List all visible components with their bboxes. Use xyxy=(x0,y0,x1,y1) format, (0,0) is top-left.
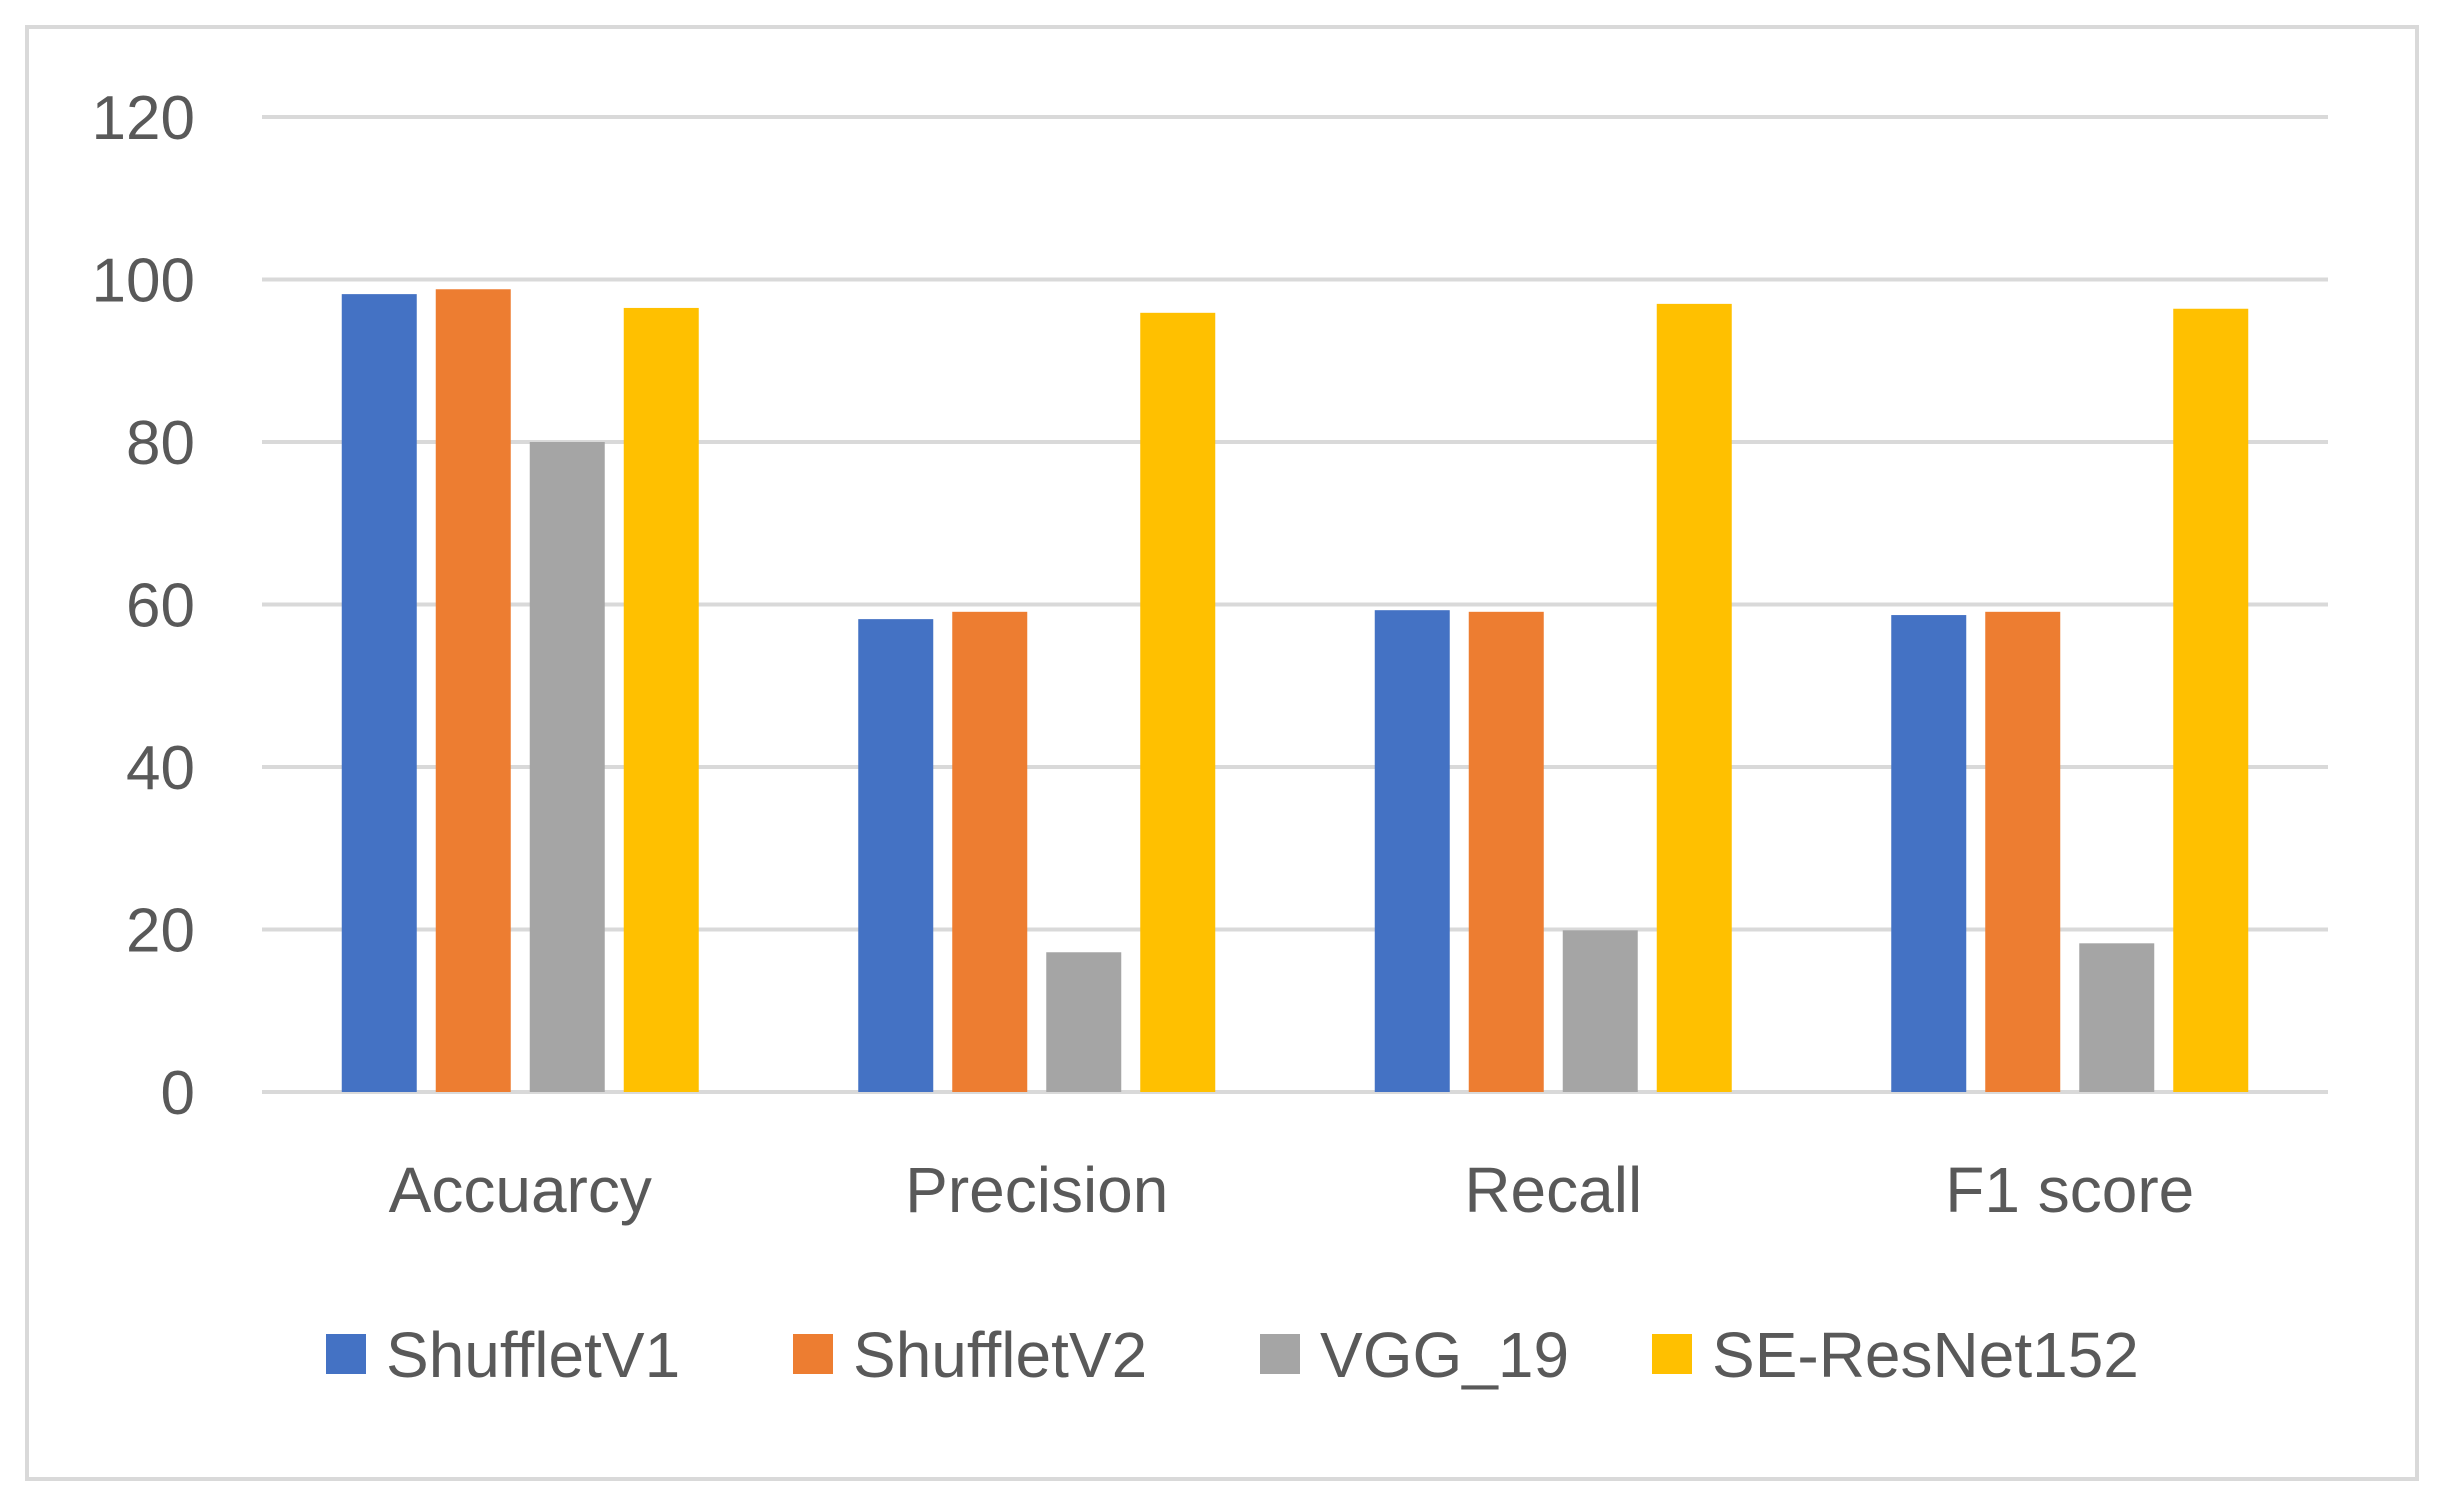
legend-swatch xyxy=(1652,1334,1692,1374)
legend-item-shuffletv2: ShuffletV2 xyxy=(793,1319,1147,1391)
bar-shuffletv2-accuarcy xyxy=(435,289,511,1092)
bar-shuffletv1-accuarcy xyxy=(341,294,417,1092)
x-category-label: Precision xyxy=(905,1154,1168,1226)
y-tick-label: 0 xyxy=(161,1059,195,1128)
legend-swatch xyxy=(326,1334,366,1374)
bar-shuffletv1-precision xyxy=(858,619,934,1092)
legend: ShuffletV1 ShuffletV2 VGG_19 SE-ResNet152 xyxy=(326,1319,2139,1391)
y-axis-tick-labels: 0 20 40 60 80 100 120 xyxy=(92,84,195,1128)
legend-label: ShuffletV1 xyxy=(386,1319,680,1391)
legend-label: ShuffletV2 xyxy=(853,1319,1147,1391)
x-category-label: Accuarcy xyxy=(389,1154,652,1226)
legend-item-vgg-19: VGG_19 xyxy=(1260,1319,1569,1391)
bar-se-resnet152-f1-score xyxy=(2173,308,2249,1092)
x-category-label: Recall xyxy=(1464,1154,1642,1226)
bar-se-resnet152-accuarcy xyxy=(623,307,699,1092)
bar-shuffletv2-recall xyxy=(1468,611,1544,1092)
y-tick-label: 120 xyxy=(92,84,195,153)
bar-vgg-19-f1-score xyxy=(2079,943,2155,1092)
gridlines xyxy=(262,115,2328,1094)
y-tick-label: 80 xyxy=(126,409,195,478)
bar-shuffletv2-f1-score xyxy=(1985,611,2061,1092)
bars xyxy=(341,289,2249,1092)
x-axis-category-labels: Accuarcy Precision Recall F1 score xyxy=(389,1154,2195,1226)
legend-item-se-resnet152: SE-ResNet152 xyxy=(1652,1319,2139,1391)
bar-shuffletv1-recall xyxy=(1374,610,1450,1092)
legend-item-shuffletv1: ShuffletV1 xyxy=(326,1319,680,1391)
legend-label: SE-ResNet152 xyxy=(1712,1319,2139,1391)
bar-shuffletv2-precision xyxy=(952,611,1028,1092)
bar-vgg-19-accuarcy xyxy=(529,442,605,1092)
bar-shuffletv1-f1-score xyxy=(1891,615,1967,1092)
y-tick-label: 20 xyxy=(126,897,195,966)
y-tick-label: 60 xyxy=(126,572,195,641)
legend-swatch xyxy=(793,1334,833,1374)
bar-se-resnet152-precision xyxy=(1140,312,1216,1092)
legend-swatch xyxy=(1260,1334,1300,1374)
bar-vgg-19-precision xyxy=(1046,952,1122,1092)
bar-vgg-19-recall xyxy=(1562,930,1638,1092)
y-tick-label: 40 xyxy=(126,734,195,803)
bar-se-resnet152-recall xyxy=(1656,303,1732,1092)
legend-label: VGG_19 xyxy=(1320,1319,1569,1391)
x-category-label: F1 score xyxy=(1945,1154,2194,1226)
y-tick-label: 100 xyxy=(92,247,195,316)
